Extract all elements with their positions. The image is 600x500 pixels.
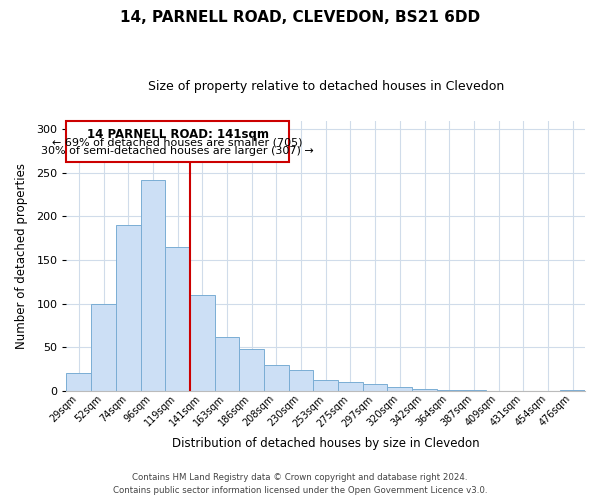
Y-axis label: Number of detached properties: Number of detached properties	[15, 162, 28, 348]
Bar	[116, 225, 140, 391]
Bar	[165, 247, 190, 391]
Bar	[67, 374, 91, 391]
Bar	[190, 295, 215, 391]
Bar	[560, 390, 585, 391]
Title: Size of property relative to detached houses in Clevedon: Size of property relative to detached ho…	[148, 80, 504, 93]
Text: 14 PARNELL ROAD: 141sqm: 14 PARNELL ROAD: 141sqm	[86, 128, 269, 141]
Bar	[67, 120, 289, 162]
Bar	[313, 380, 338, 391]
Text: ← 69% of detached houses are smaller (705): ← 69% of detached houses are smaller (70…	[52, 137, 303, 147]
X-axis label: Distribution of detached houses by size in Clevedon: Distribution of detached houses by size …	[172, 437, 479, 450]
Bar	[461, 390, 486, 391]
Text: 14, PARNELL ROAD, CLEVEDON, BS21 6DD: 14, PARNELL ROAD, CLEVEDON, BS21 6DD	[120, 10, 480, 25]
Bar	[91, 304, 116, 391]
Bar	[338, 382, 363, 391]
Bar	[264, 364, 289, 391]
Bar	[215, 337, 239, 391]
Bar	[140, 180, 165, 391]
Bar	[289, 370, 313, 391]
Bar	[412, 389, 437, 391]
Bar	[437, 390, 461, 391]
Text: Contains HM Land Registry data © Crown copyright and database right 2024.
Contai: Contains HM Land Registry data © Crown c…	[113, 474, 487, 495]
Bar	[363, 384, 388, 391]
Bar	[239, 349, 264, 391]
Text: 30% of semi-detached houses are larger (307) →: 30% of semi-detached houses are larger (…	[41, 146, 314, 156]
Bar	[388, 386, 412, 391]
